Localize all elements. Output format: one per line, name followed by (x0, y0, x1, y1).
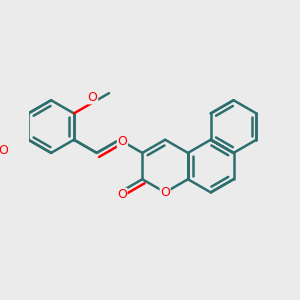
Text: O: O (160, 186, 170, 199)
Text: O: O (117, 135, 127, 148)
Text: O: O (0, 144, 8, 157)
Text: O: O (117, 188, 127, 201)
Text: O: O (88, 91, 98, 104)
